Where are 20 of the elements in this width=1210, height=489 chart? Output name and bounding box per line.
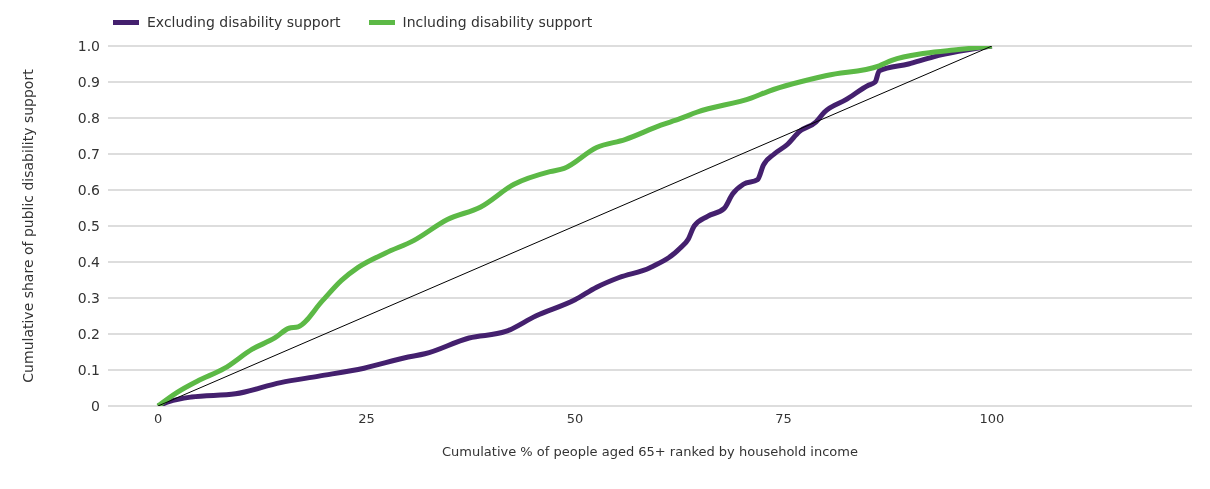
y-tick-label: 0.2 [77, 325, 100, 342]
y-tick-label: 0.7 [77, 145, 100, 162]
x-tick-label: 50 [566, 411, 584, 427]
y-axis-title: Cumulative share of public disability support [19, 68, 36, 383]
x-axis-title: Cumulative % of people aged 65+ ranked by household income [442, 444, 858, 459]
y-tick-label: 0.6 [77, 181, 101, 198]
y-tick-label: 1.0 [77, 37, 100, 54]
x-tick-label: 100 [979, 411, 1005, 427]
x-tick-label: 25 [358, 411, 375, 427]
legend-label: Excluding disability support [147, 14, 341, 30]
y-tick-label: 0.8 [77, 109, 100, 126]
x-tick-label: 0 [153, 411, 163, 427]
y-tick-label: 0.1 [77, 361, 100, 378]
y-tick-label: 0.5 [77, 217, 100, 234]
x-tick-label: 75 [775, 411, 792, 427]
y-tick-label: 0.3 [77, 289, 100, 306]
y-tick-label: 0 [91, 397, 100, 414]
legend-label: Including disability support [402, 14, 593, 30]
y-tick-label: 0.9 [77, 73, 100, 90]
y-tick-label: 0.4 [77, 253, 101, 270]
